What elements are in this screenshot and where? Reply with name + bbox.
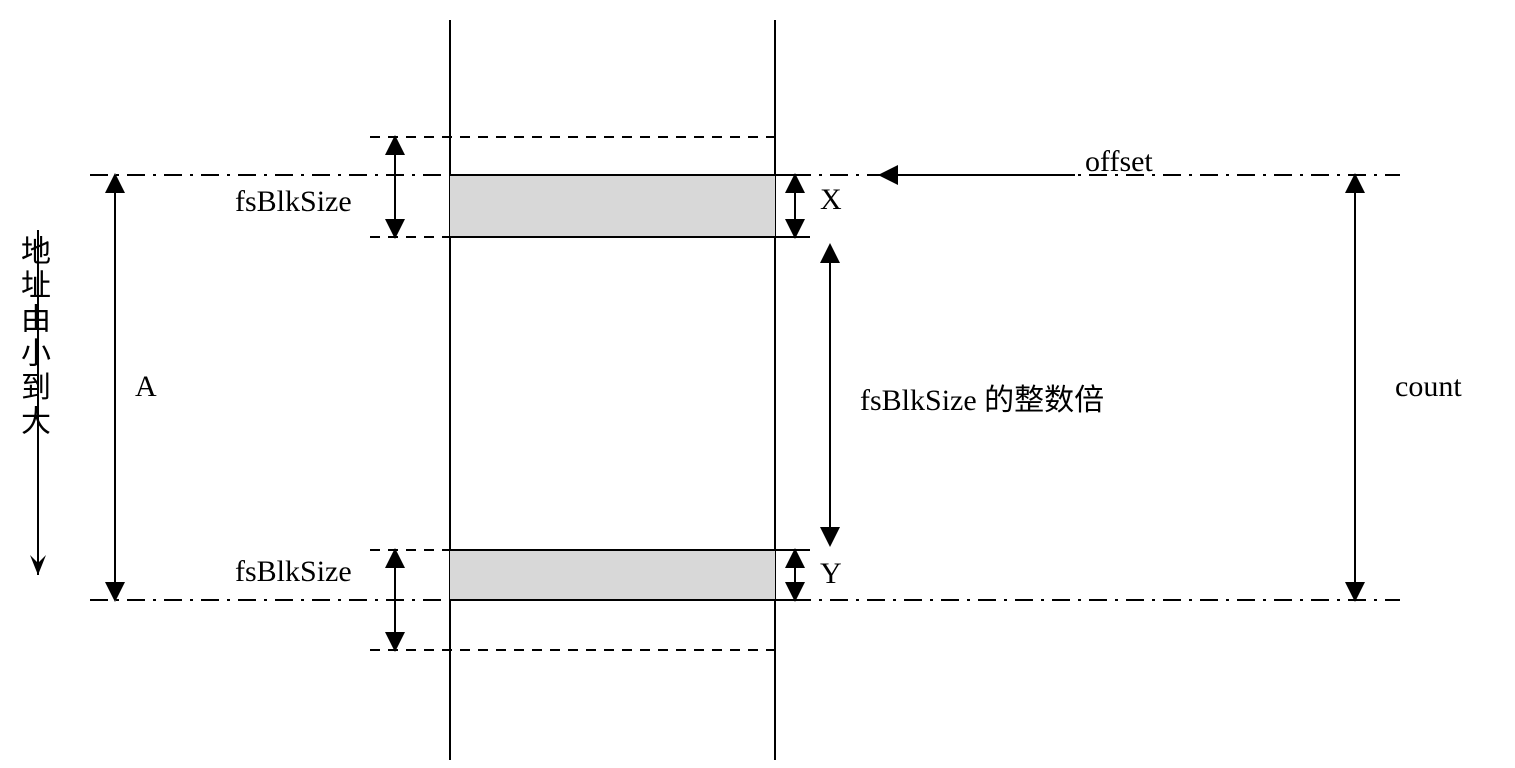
offset-label: offset — [1085, 145, 1153, 179]
y-label: Y — [820, 557, 842, 591]
diagram-root: offset count X Y fsBlkSize fsBlkSize fsB… — [0, 0, 1515, 768]
diagram-svg — [0, 0, 1515, 768]
a-label: A — [135, 370, 157, 404]
fsblksize-bottom-label: fsBlkSize — [235, 555, 352, 589]
fsblksize-multiple-label: fsBlkSize 的整数倍 — [860, 375, 1104, 419]
count-label: count — [1395, 370, 1462, 404]
x-label: X — [820, 183, 842, 217]
address-direction-label: 地址由小到大 — [10, 235, 54, 439]
fsblksize-top-label: fsBlkSize — [235, 185, 352, 219]
